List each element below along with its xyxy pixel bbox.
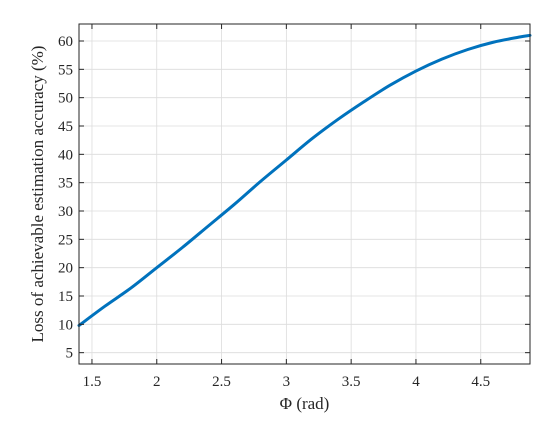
series-layer bbox=[77, 33, 532, 327]
axis-ticks: 1.5 2 2.5 3 3.5 4 4.5 5 10 15 20 25 30 35 40 45 50 55 60 bbox=[58, 24, 530, 390]
x-tick-label: 2.5 bbox=[212, 374, 231, 390]
x-tick-label: 4.5 bbox=[471, 374, 490, 390]
y-tick-label: 50 bbox=[58, 91, 73, 107]
x-tick-label: 3.5 bbox=[342, 374, 361, 390]
plot-frame bbox=[78, 23, 531, 365]
x-tick-label: 3 bbox=[283, 374, 291, 390]
y-tick-label: 55 bbox=[58, 62, 73, 78]
x-axis-label: Φ (rad) bbox=[280, 394, 330, 413]
y-tick-label: 40 bbox=[58, 147, 73, 163]
y-tick-label: 35 bbox=[58, 176, 73, 192]
y-tick-label: 5 bbox=[66, 346, 74, 362]
x-tick-label: 1.5 bbox=[83, 374, 102, 390]
x-tick-label: 2 bbox=[153, 374, 161, 390]
series-line bbox=[77, 33, 532, 327]
y-tick-label: 10 bbox=[58, 317, 73, 333]
y-tick-label: 30 bbox=[58, 204, 73, 220]
y-tick-label: 45 bbox=[58, 119, 73, 135]
grid-lines bbox=[79, 24, 530, 364]
y-tick-label: 25 bbox=[58, 232, 73, 248]
y-axis-label: Loss of achievable estimation accuracy (… bbox=[28, 46, 47, 343]
y-tick-label: 60 bbox=[58, 34, 73, 50]
y-tick-label: 20 bbox=[58, 261, 73, 277]
x-tick-label: 4 bbox=[412, 374, 420, 390]
y-tick-label: 15 bbox=[58, 289, 73, 305]
